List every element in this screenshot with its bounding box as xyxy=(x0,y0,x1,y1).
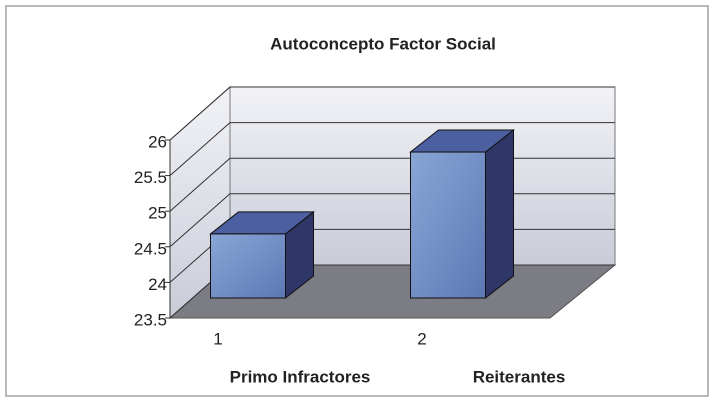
grid-line xyxy=(169,122,615,176)
grid-line xyxy=(169,86,615,141)
chart-title: Autoconcepto Factor Social xyxy=(270,34,496,53)
y-tick-label: 23.5 xyxy=(134,310,167,329)
category-name: Reiterantes xyxy=(473,367,566,386)
y-tick-label: 25.5 xyxy=(134,168,167,187)
category-name: Primo Infractores xyxy=(230,367,371,386)
x-tick-label: 2 xyxy=(417,329,426,348)
y-tick-label: 24.5 xyxy=(134,239,167,258)
bar xyxy=(210,233,286,299)
x-tick-label: 1 xyxy=(213,329,222,348)
y-tick-label: 26 xyxy=(148,132,167,151)
bar xyxy=(410,151,486,299)
y-tick-label: 24 xyxy=(148,275,167,294)
bar-side xyxy=(485,129,514,300)
y-tick-label: 25 xyxy=(148,204,167,223)
plot-area: 23.5 24 24.5 25 25.5 26 1 Primo Infractores 2 Rei… xyxy=(134,85,617,386)
